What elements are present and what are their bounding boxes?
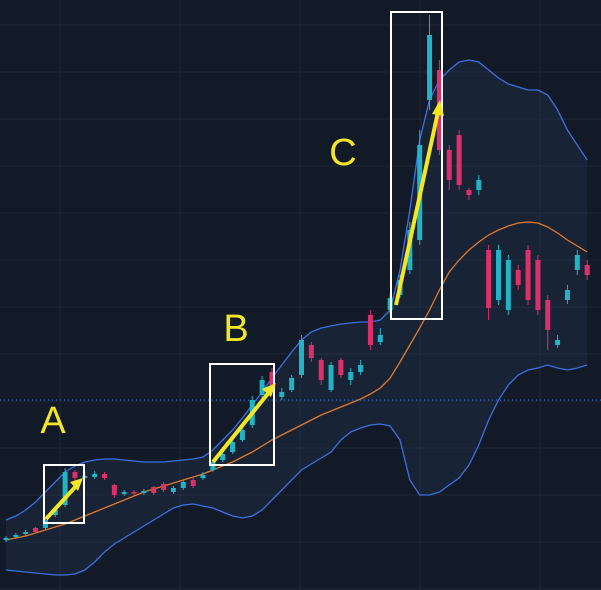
- candle-body: [318, 360, 324, 380]
- band-fill: [6, 60, 588, 575]
- annotation-box: [43, 464, 85, 524]
- candle-body: [52, 510, 58, 515]
- candle-body: [92, 474, 98, 477]
- annotation-label: A: [40, 400, 66, 442]
- candle-body: [525, 250, 531, 300]
- candle-body: [466, 190, 472, 195]
- candle-body: [446, 150, 452, 180]
- candle-body: [33, 528, 39, 532]
- candle-body: [367, 315, 373, 345]
- candle-body: [180, 482, 186, 488]
- candle-body: [151, 487, 157, 493]
- candle-body: [476, 180, 482, 190]
- candle-body: [308, 345, 314, 358]
- candle-body: [62, 472, 68, 505]
- band-line: [5, 364, 588, 576]
- candle-body: [496, 250, 501, 300]
- candle-body: [358, 365, 364, 372]
- candle-body: [269, 372, 275, 392]
- candle-body: [338, 360, 344, 375]
- candle-body: [239, 430, 245, 440]
- candle-body: [574, 255, 580, 270]
- candle-body: [515, 270, 521, 285]
- candle-body: [200, 475, 206, 478]
- candle-body: [555, 340, 561, 345]
- annotation-label: C: [329, 132, 356, 174]
- annotation-box: [390, 11, 443, 320]
- candle-body: [328, 365, 334, 390]
- candle-body: [456, 135, 462, 185]
- annotation-label: B: [223, 308, 248, 350]
- candle-body: [131, 492, 137, 494]
- candle-body: [564, 290, 570, 300]
- candle-body: [545, 300, 551, 330]
- candle-body: [190, 480, 196, 486]
- candle-body: [23, 532, 29, 534]
- candle-body: [535, 260, 541, 310]
- candle-body: [3, 538, 9, 540]
- band-line: [5, 59, 588, 521]
- band-line: [5, 221, 588, 541]
- candle-body: [279, 392, 285, 397]
- candle-body: [161, 484, 167, 490]
- candle-body: [72, 472, 78, 478]
- candle-body: [299, 340, 304, 375]
- candle-body: [170, 488, 176, 492]
- candle-body: [141, 491, 147, 493]
- annotations: A B C: [40, 11, 444, 524]
- annotation-arrow: [44, 478, 83, 521]
- candle-body: [289, 378, 295, 390]
- candle-body: [584, 265, 590, 275]
- candle-body: [505, 260, 511, 310]
- annotation-box: [209, 363, 275, 466]
- candle-body: [220, 454, 226, 460]
- annotation-arrow: [394, 100, 444, 306]
- candle-body: [111, 485, 117, 495]
- candle-body: [259, 380, 265, 395]
- candle-body: [230, 442, 236, 452]
- candle-body: [377, 335, 383, 342]
- candle-body: [348, 372, 354, 380]
- candle-body: [486, 250, 492, 308]
- candle-body: [102, 474, 107, 478]
- candle-body: [121, 492, 127, 494]
- candle-body: [427, 35, 433, 100]
- candle-body: [13, 535, 19, 537]
- annotation-arrow: [211, 383, 276, 464]
